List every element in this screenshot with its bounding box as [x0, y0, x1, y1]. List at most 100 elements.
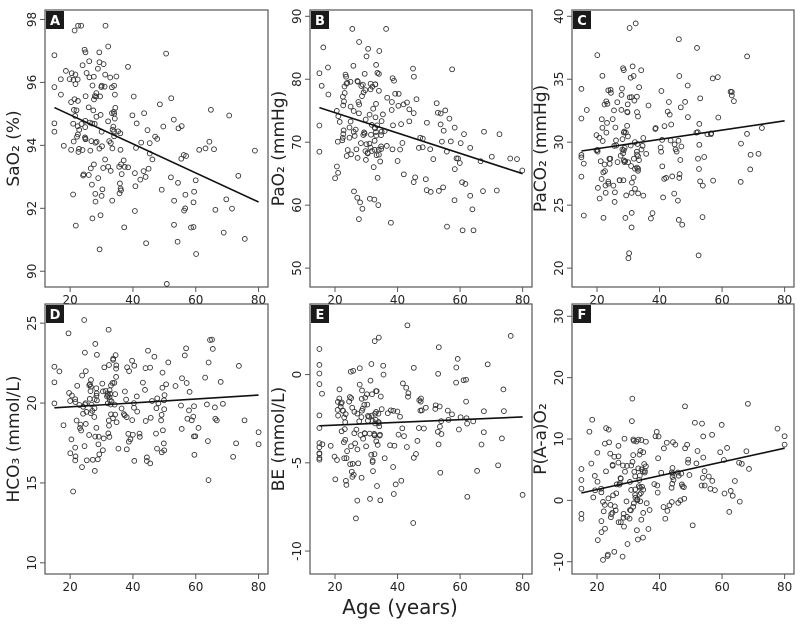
data-point: [467, 144, 474, 151]
data-point: [603, 129, 610, 136]
data-point: [147, 414, 154, 421]
y-axis-label: SaO₂ (%): [4, 110, 24, 186]
plot-frame: [309, 303, 533, 575]
y-tick-label: 20: [552, 370, 566, 385]
data-point: [624, 109, 631, 116]
trend-line: [319, 416, 523, 427]
data-point: [774, 425, 781, 432]
data-point: [578, 515, 585, 522]
data-point: [488, 153, 495, 160]
data-point: [453, 379, 459, 386]
data-point: [362, 430, 368, 437]
data-point: [143, 458, 150, 464]
data-point: [705, 473, 712, 480]
x-tick-label: 20: [327, 293, 342, 307]
data-point: [88, 377, 94, 383]
data-point: [105, 326, 112, 333]
data-point: [377, 497, 384, 504]
data-point: [596, 195, 603, 202]
data-point: [747, 151, 754, 158]
data-point: [57, 76, 64, 83]
data-point: [399, 140, 406, 146]
data-point: [191, 451, 198, 458]
data-point: [588, 460, 595, 467]
data-point: [183, 345, 189, 352]
data-point: [578, 152, 585, 158]
data-point: [101, 364, 108, 371]
data-point: [72, 222, 79, 229]
data-point: [111, 115, 118, 122]
data-point: [609, 462, 616, 469]
data-point: [387, 442, 393, 449]
data-point: [437, 423, 443, 430]
data-point: [68, 436, 75, 443]
data-point: [171, 221, 177, 228]
data-point: [344, 448, 350, 454]
data-point: [378, 128, 385, 135]
data-point: [625, 159, 631, 166]
data-point: [72, 453, 79, 460]
data-point: [109, 110, 115, 116]
data-point: [449, 411, 455, 418]
data-point: [374, 483, 380, 489]
data-point: [168, 95, 175, 102]
data-point: [108, 411, 114, 418]
data-point: [60, 142, 67, 149]
data-point: [591, 473, 598, 479]
data-point: [499, 435, 505, 442]
data-point: [82, 124, 89, 130]
data-point: [132, 208, 138, 214]
data-point: [105, 417, 112, 424]
data-point: [744, 53, 750, 60]
data-point: [602, 189, 609, 196]
data-point: [117, 130, 124, 137]
data-point: [614, 159, 621, 165]
data-point: [629, 395, 636, 402]
data-point: [205, 438, 211, 444]
data-point: [370, 164, 377, 170]
data-point: [368, 131, 374, 138]
data-point: [123, 446, 130, 453]
data-point: [183, 380, 190, 386]
data-point: [72, 71, 79, 78]
data-point: [105, 118, 111, 125]
data-point: [331, 453, 338, 460]
data-point: [115, 445, 122, 452]
panel-letter: E: [316, 308, 325, 323]
data-point: [380, 111, 386, 118]
data-point: [356, 216, 362, 222]
data-point: [181, 352, 188, 359]
data-point: [175, 179, 181, 186]
data-point: [186, 389, 193, 395]
data-point: [87, 147, 94, 154]
data-point: [373, 152, 380, 159]
data-point: [611, 199, 618, 205]
data-point: [344, 79, 351, 86]
data-point: [635, 113, 641, 120]
data-point: [675, 137, 682, 144]
data-point: [325, 91, 332, 98]
data-point: [684, 82, 691, 89]
data-point: [620, 510, 627, 517]
data-point: [606, 160, 613, 167]
data-point: [669, 173, 676, 180]
data-point: [367, 80, 374, 87]
data-point: [374, 442, 381, 448]
data-point: [109, 84, 115, 91]
data-point: [91, 468, 98, 474]
data-point: [514, 156, 520, 162]
data-point: [178, 402, 184, 409]
data-point: [682, 445, 688, 452]
data-point: [359, 205, 366, 212]
x-tick-label: 20: [62, 293, 77, 307]
data-point: [376, 71, 382, 77]
data-point: [676, 171, 683, 177]
x-tick-label: 80: [515, 580, 530, 594]
x-tick-label: 20: [62, 580, 77, 594]
data-point: [616, 177, 623, 184]
data-point: [83, 457, 90, 464]
data-point: [578, 86, 585, 92]
data-point: [607, 450, 614, 457]
data-point: [360, 89, 367, 96]
data-point: [252, 147, 258, 154]
